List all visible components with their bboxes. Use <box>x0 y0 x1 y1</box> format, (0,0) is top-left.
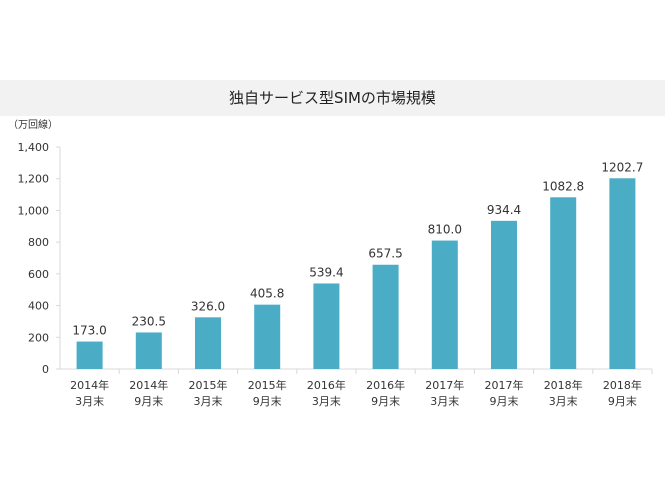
bar <box>313 283 340 369</box>
x-tick-label: 3月末 <box>312 394 341 408</box>
bar <box>431 240 458 369</box>
bars <box>76 178 636 369</box>
y-tick-label: 200 <box>28 331 49 344</box>
data-label: 1082.8 <box>542 179 584 193</box>
bar <box>550 197 577 369</box>
data-label: 1202.7 <box>601 160 643 174</box>
data-label: 657.5 <box>368 247 402 261</box>
x-tick-label: 3月末 <box>430 394 459 408</box>
data-label: 230.5 <box>132 314 166 328</box>
x-tick-label: 9月末 <box>490 394 519 408</box>
title-band: 独自サービス型SIMの市場規模 <box>0 80 665 116</box>
y-axis: 0 200 400 600 800 1,000 1,200 1,400 <box>18 141 60 376</box>
y-tick-label: 400 <box>28 300 49 313</box>
x-tick-label: 2017年 <box>485 378 524 392</box>
data-label: 810.0 <box>428 223 462 237</box>
x-axis: 2014年 3月末 2014年 9月末 2015年 3月末 2015年 9月末 2016年 3月末… <box>70 369 653 408</box>
y-tick-label: 800 <box>28 236 49 249</box>
data-label: 539.4 <box>309 265 343 279</box>
data-label: 405.8 <box>250 287 284 301</box>
bar <box>195 317 221 369</box>
bar <box>76 341 103 369</box>
x-tick-label: 3月末 <box>75 394 104 408</box>
x-tick-label: 3月末 <box>194 394 223 408</box>
data-label: 173.0 <box>72 324 106 338</box>
x-tick-label: 2018年 <box>544 378 583 392</box>
x-tick-label: 2016年 <box>366 378 405 392</box>
x-tick-label: 3月末 <box>549 394 578 408</box>
bar <box>491 220 517 369</box>
y-tick-label: 1,400 <box>18 141 50 154</box>
data-labels: 173.0 230.5 326.0 405.8 539.4 657.5 810.0 934.4… <box>72 160 643 337</box>
x-tick-label: 2014年 <box>70 378 109 392</box>
x-tick-label: 2015年 <box>189 378 228 392</box>
bar <box>609 178 636 369</box>
y-tick-label: 1,200 <box>18 173 50 186</box>
bar <box>372 264 399 369</box>
x-tick-label: 2018年 <box>603 378 642 392</box>
x-tick-label: 2015年 <box>248 378 287 392</box>
x-tick-label: 9月末 <box>608 394 637 408</box>
y-tick-label: 0 <box>42 363 49 376</box>
bar <box>254 304 281 369</box>
x-tick-label: 9月末 <box>253 394 282 408</box>
x-tick-label: 2017年 <box>425 378 464 392</box>
x-tick-label: 9月末 <box>134 394 163 408</box>
y-tick-label: 600 <box>28 268 49 281</box>
x-tick-label: 2016年 <box>307 378 346 392</box>
bar <box>135 332 162 369</box>
chart-title: 独自サービス型SIMの市場規模 <box>229 89 436 107</box>
data-label: 326.0 <box>191 299 225 313</box>
data-label: 934.4 <box>487 203 521 217</box>
unit-label: （万回線） <box>8 118 58 131</box>
y-tick-label: 1,000 <box>18 204 50 217</box>
x-tick-label: 9月末 <box>371 394 400 408</box>
x-tick-label: 2014年 <box>129 378 168 392</box>
